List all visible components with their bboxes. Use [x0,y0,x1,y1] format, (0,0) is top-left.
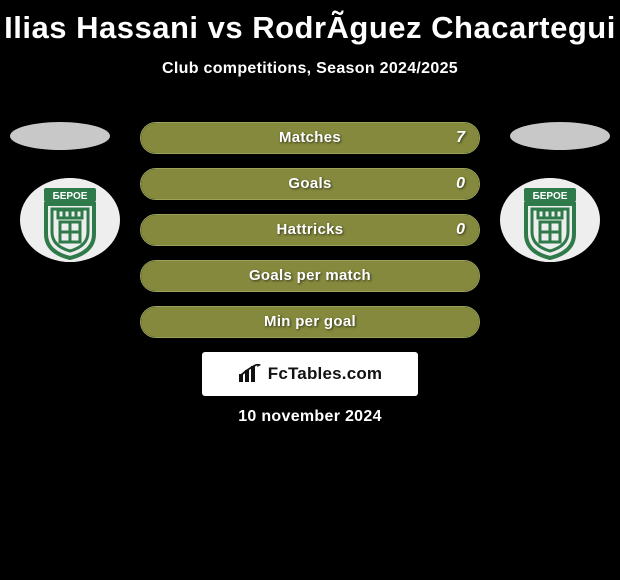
stat-label: Goals [141,169,479,199]
stat-value: 0 [456,169,465,199]
subtitle: Club competitions, Season 2024/2025 [0,60,620,78]
shield-icon: БЕРОЕ [20,178,120,262]
stat-label: Goals per match [141,261,479,291]
stat-label: Min per goal [141,307,479,337]
player-portrait-left [10,122,110,150]
comparison-card: Ilias Hassani vs RodrÃ­guez Chacartegui … [0,0,620,580]
stat-label: Matches [141,123,479,153]
chart-icon [238,364,262,384]
stat-bar: Min per goal [140,306,480,338]
stats-list: Matches 7 Goals 0 Hattricks 0 Goals per … [140,122,480,352]
club-crest-left: БЕРОЕ [20,178,120,262]
page-title: Ilias Hassani vs RodrÃ­guez Chacartegui [0,0,620,46]
player-portrait-right [510,122,610,150]
stat-bar: Goals 0 [140,168,480,200]
club-crest-right: БЕРОЕ [500,178,600,262]
stat-bar: Hattricks 0 [140,214,480,246]
stat-value: 7 [456,123,465,153]
date-text: 10 november 2024 [0,408,620,426]
badge-text: FcTables.com [268,364,383,384]
shield-icon: БЕРОЕ [500,178,600,262]
stat-label: Hattricks [141,215,479,245]
stat-bar: Goals per match [140,260,480,292]
fctables-badge: FcTables.com [202,352,418,396]
stat-value: 0 [456,215,465,245]
svg-text:БЕРОЕ: БЕРОЕ [53,191,88,202]
svg-text:БЕРОЕ: БЕРОЕ [533,191,568,202]
stat-bar: Matches 7 [140,122,480,154]
